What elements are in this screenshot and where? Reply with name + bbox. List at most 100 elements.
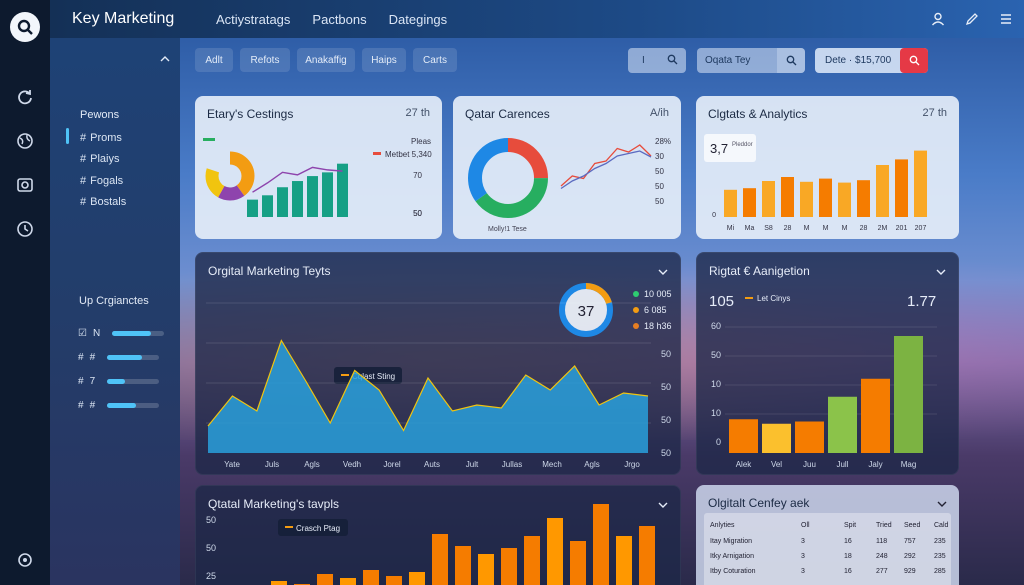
sidebar-section2-title: Up Crgianctes <box>79 295 149 307</box>
chevron-down-icon[interactable] <box>658 263 668 281</box>
date-box[interactable]: Dete · $15,700 <box>815 48 928 73</box>
stat-left: 105 <box>709 293 734 310</box>
progress-fill <box>107 379 126 384</box>
x-tick-label: M <box>823 225 829 232</box>
bar <box>800 181 813 217</box>
bar <box>262 195 273 217</box>
progress-item-2[interactable]: # # <box>78 352 160 363</box>
gauge-value: 37 <box>578 303 595 320</box>
menu-icon[interactable] <box>990 12 1022 26</box>
card-qatar-carences: Qatar Carences A/ih Molly!1 Tese 28% 30 50… <box>453 96 681 239</box>
y-tick-label: 50 <box>655 197 664 206</box>
sidebar-section-title: Pewons <box>80 109 120 121</box>
x-tick-label: Jaly <box>868 460 882 469</box>
top-bar: Key Marketing Actiystratags Pactbons Dat… <box>50 0 1024 38</box>
sidebar-item-icon: # <box>80 175 87 187</box>
settings-icon[interactable] <box>14 549 36 571</box>
progress-item-1[interactable]: ☑ N <box>78 328 165 339</box>
globe-icon[interactable] <box>14 130 36 152</box>
sidebar-item-2[interactable]: # Plaiys <box>80 153 120 165</box>
progress-item-icon: # <box>78 376 84 387</box>
progress-fill <box>112 331 152 336</box>
progress-track <box>112 331 165 336</box>
bar <box>363 570 379 585</box>
progress-item-4[interactable]: # # <box>78 400 160 411</box>
nav-link-3[interactable]: Dategings <box>388 11 448 27</box>
y-tick-label: 50 <box>661 448 671 458</box>
donut-tick <box>203 138 215 141</box>
chevron-down-icon[interactable] <box>936 263 946 281</box>
card-title: Qatar Carences <box>465 107 550 121</box>
series-line <box>560 150 652 190</box>
x-tick-label: Jorel <box>383 460 401 469</box>
legend-swatch <box>373 152 381 155</box>
table-cell: 3 <box>801 553 805 560</box>
card-title: Qtatal Marketing's tavpls <box>208 497 340 511</box>
app-logo-icon[interactable] <box>10 12 40 42</box>
icon-rail <box>0 0 50 585</box>
nav-link-2[interactable]: Pactbons <box>312 11 367 27</box>
chevron-down-icon[interactable] <box>937 495 947 513</box>
card-etary-cestings: Etary's Cestings 27 th Pleas Metbet 5,34… <box>195 96 442 239</box>
sidebar-item-4[interactable]: # Bostals <box>80 196 127 208</box>
progress-track <box>107 355 160 360</box>
table-cell: 292 <box>904 553 916 560</box>
sidebar-item-icon: # <box>80 153 87 165</box>
x-tick-label: Mech <box>542 460 562 469</box>
sidebar: Pewons # Proms # Plaiys # Fogals # Bostals U… <box>50 38 180 585</box>
tab-1[interactable]: Adlt <box>195 48 233 72</box>
chevron-down-icon[interactable] <box>658 496 668 514</box>
search-box[interactable]: Oqata Tey <box>697 48 805 73</box>
x-tick-label: M <box>804 225 810 232</box>
sidebar-item-3[interactable]: # Fogals <box>80 175 124 187</box>
table-header: Anlyties <box>710 522 735 529</box>
bar <box>729 419 758 453</box>
collapse-chevron-icon[interactable] <box>160 50 170 68</box>
clock-icon[interactable] <box>14 218 36 240</box>
tab-2[interactable]: Refots <box>240 48 290 72</box>
tab-3[interactable]: Anakaffig <box>297 48 355 72</box>
table-cell: Itay Migration <box>710 538 752 545</box>
table-header: Cald <box>934 522 949 529</box>
card-digital-marketing-tops: Qtatal Marketing's tavpls Crasch Ptag 50… <box>195 485 681 585</box>
bar <box>861 378 890 453</box>
pie-slice <box>468 138 548 218</box>
table-cell: 235 <box>934 538 946 545</box>
x-tick-label: Mi <box>727 225 735 232</box>
bar <box>547 518 563 585</box>
search-icon[interactable] <box>777 48 805 73</box>
legend-label: 6 085 <box>644 305 667 315</box>
bar <box>616 536 632 585</box>
annotation-label: Cqlast Sting <box>352 372 395 381</box>
x-tick-label: Alek <box>736 460 753 469</box>
x-tick-label: Vedh <box>343 460 361 469</box>
table-cell: Itby Coturation <box>710 568 756 575</box>
gauge-bg <box>560 284 612 336</box>
sidebar-item-1[interactable]: # Proms <box>80 132 122 144</box>
x-tick-label: 2M <box>878 225 888 232</box>
table-header: Tried <box>876 522 892 529</box>
user-icon[interactable] <box>922 12 954 26</box>
tab-4[interactable]: Haips <box>362 48 406 72</box>
edit-icon[interactable] <box>956 12 988 26</box>
search-icon[interactable] <box>667 54 678 68</box>
search-button-icon[interactable] <box>900 48 928 73</box>
table-cell: Itky Arnigation <box>710 553 754 560</box>
tab-5[interactable]: Carts <box>413 48 457 72</box>
table-cell: 3 <box>801 538 805 545</box>
table-header: Spit <box>844 522 856 529</box>
card-right-navigation: Rigtat € Aanigetion 105 Let Cinys 1.77 A… <box>696 252 959 475</box>
bar <box>914 150 927 217</box>
nav-link-1[interactable]: Actiystratags <box>216 11 291 27</box>
bar <box>292 181 303 217</box>
camera-icon[interactable] <box>14 174 36 196</box>
active-indicator <box>66 128 69 144</box>
refresh-icon[interactable] <box>14 86 36 108</box>
progress-item-3[interactable]: #7 <box>78 376 160 387</box>
card-badge: A/ih <box>650 107 669 119</box>
filter-box[interactable]: I <box>628 48 686 73</box>
y-tick-label: 0 <box>716 437 721 447</box>
bar <box>895 159 908 217</box>
search-input[interactable]: Oqata Tey <box>705 55 751 66</box>
bar <box>432 534 448 585</box>
